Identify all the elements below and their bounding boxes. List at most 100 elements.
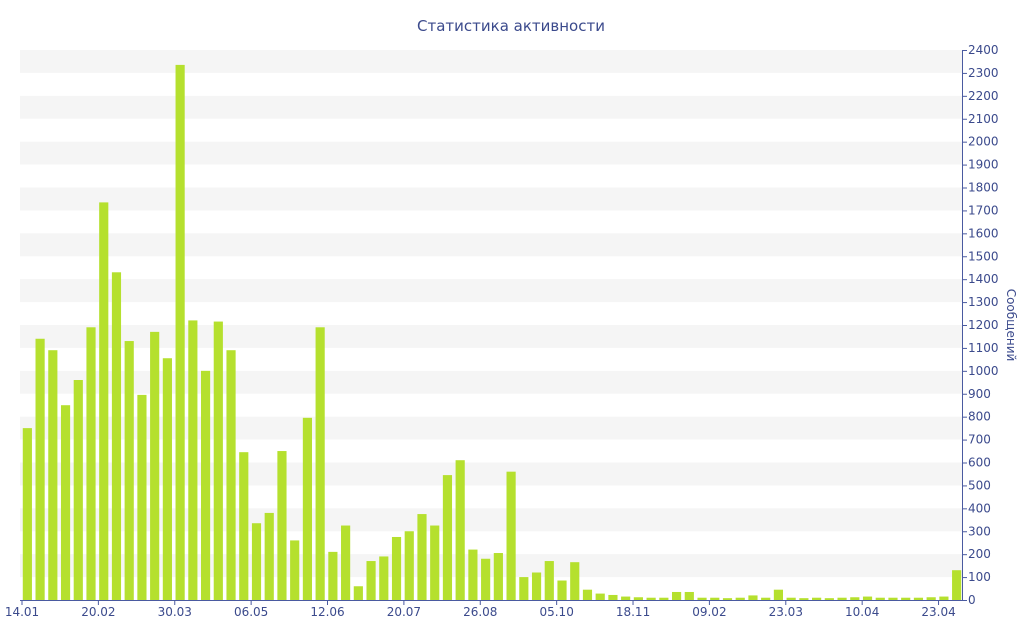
bar[interactable] bbox=[35, 338, 45, 600]
x-tick-label: 23.03 bbox=[769, 605, 803, 619]
bar[interactable] bbox=[493, 553, 503, 600]
grid-band bbox=[20, 370, 962, 394]
bar[interactable] bbox=[213, 321, 223, 600]
bar[interactable] bbox=[952, 570, 962, 600]
grid-band bbox=[20, 508, 962, 532]
bar[interactable] bbox=[60, 405, 71, 600]
bar[interactable] bbox=[366, 561, 376, 600]
bar[interactable] bbox=[468, 549, 478, 600]
bar[interactable] bbox=[137, 394, 147, 600]
bar[interactable] bbox=[582, 589, 593, 600]
bar[interactable] bbox=[239, 452, 249, 600]
grid-band bbox=[20, 141, 962, 165]
bar[interactable] bbox=[150, 331, 160, 600]
bar[interactable] bbox=[99, 202, 109, 601]
bar[interactable] bbox=[544, 561, 554, 600]
bar[interactable] bbox=[277, 451, 287, 600]
bar[interactable] bbox=[430, 525, 440, 600]
grid-band bbox=[20, 462, 962, 486]
bar[interactable] bbox=[735, 597, 745, 600]
bar[interactable] bbox=[290, 540, 300, 600]
bar[interactable] bbox=[812, 597, 822, 600]
bar[interactable] bbox=[48, 350, 58, 600]
bar[interactable] bbox=[455, 460, 465, 600]
bar[interactable] bbox=[404, 531, 414, 600]
bar[interactable] bbox=[531, 572, 542, 601]
bar[interactable] bbox=[264, 512, 274, 600]
bar[interactable] bbox=[315, 327, 325, 600]
grid-band bbox=[20, 187, 962, 211]
bar[interactable] bbox=[73, 380, 83, 600]
y-tick-label: 2300 bbox=[968, 66, 999, 80]
bar[interactable] bbox=[799, 598, 809, 600]
y-tick-label: 1900 bbox=[968, 158, 999, 172]
bar[interactable] bbox=[86, 327, 96, 600]
bar[interactable] bbox=[608, 594, 618, 600]
y-tick-label: 500 bbox=[968, 478, 991, 492]
bar[interactable] bbox=[710, 597, 720, 600]
bar[interactable] bbox=[621, 596, 631, 600]
bar[interactable] bbox=[111, 272, 122, 600]
bar[interactable] bbox=[684, 591, 694, 600]
bar[interactable] bbox=[251, 523, 262, 600]
bar[interactable] bbox=[188, 320, 198, 600]
bar[interactable] bbox=[302, 417, 313, 600]
bar[interactable] bbox=[926, 597, 936, 600]
bar[interactable] bbox=[773, 589, 784, 600]
bar[interactable] bbox=[442, 475, 453, 600]
x-tick-label: 20.07 bbox=[387, 605, 421, 619]
bar[interactable] bbox=[124, 341, 134, 600]
y-tick-label: 400 bbox=[968, 501, 991, 515]
bar[interactable] bbox=[913, 597, 924, 600]
bar[interactable] bbox=[506, 471, 516, 600]
bar[interactable] bbox=[633, 597, 643, 600]
bar[interactable] bbox=[162, 358, 172, 600]
y-tick-label: 700 bbox=[968, 433, 991, 447]
grid-band bbox=[20, 50, 962, 73]
bar[interactable] bbox=[671, 591, 682, 600]
bar[interactable] bbox=[748, 595, 758, 600]
bar[interactable] bbox=[226, 350, 236, 600]
bar[interactable] bbox=[761, 597, 771, 600]
x-tick-label: 30.03 bbox=[158, 605, 192, 619]
bar[interactable] bbox=[200, 370, 211, 600]
bar[interactable] bbox=[22, 428, 32, 600]
bar[interactable] bbox=[341, 525, 351, 600]
bar[interactable] bbox=[862, 596, 873, 600]
bar[interactable] bbox=[481, 558, 491, 600]
bar[interactable] bbox=[837, 597, 847, 600]
x-tick-label: 23.04 bbox=[921, 605, 955, 619]
y-tick-label: 1000 bbox=[968, 364, 999, 378]
bar[interactable] bbox=[939, 596, 949, 600]
y-tick-label: 800 bbox=[968, 410, 991, 424]
y-tick-label: 1200 bbox=[968, 318, 999, 332]
bar[interactable] bbox=[353, 586, 363, 600]
bar[interactable] bbox=[175, 64, 185, 601]
bar[interactable] bbox=[417, 514, 427, 600]
y-tick-label: 2400 bbox=[968, 43, 999, 57]
bar[interactable] bbox=[850, 597, 860, 600]
bar[interactable] bbox=[697, 597, 707, 600]
bar[interactable] bbox=[659, 597, 669, 600]
bar[interactable] bbox=[379, 556, 389, 600]
bar[interactable] bbox=[646, 597, 656, 600]
bar[interactable] bbox=[328, 551, 338, 600]
bar[interactable] bbox=[824, 598, 834, 600]
y-tick-label: 600 bbox=[968, 456, 991, 470]
bar[interactable] bbox=[557, 580, 567, 600]
bar[interactable] bbox=[875, 597, 885, 600]
bar[interactable] bbox=[888, 597, 898, 600]
x-tick-label: 12.06 bbox=[310, 605, 344, 619]
grid-band bbox=[20, 554, 962, 578]
y-tick-label: 100 bbox=[968, 570, 991, 584]
bar[interactable] bbox=[519, 577, 529, 600]
bar[interactable] bbox=[722, 598, 733, 600]
bar[interactable] bbox=[901, 597, 911, 600]
grid-bands bbox=[20, 50, 962, 578]
x-tick-label: 18.11 bbox=[616, 605, 650, 619]
bar[interactable] bbox=[786, 597, 796, 600]
bar[interactable] bbox=[570, 562, 580, 600]
bar[interactable] bbox=[391, 536, 402, 600]
bar[interactable] bbox=[595, 593, 605, 600]
